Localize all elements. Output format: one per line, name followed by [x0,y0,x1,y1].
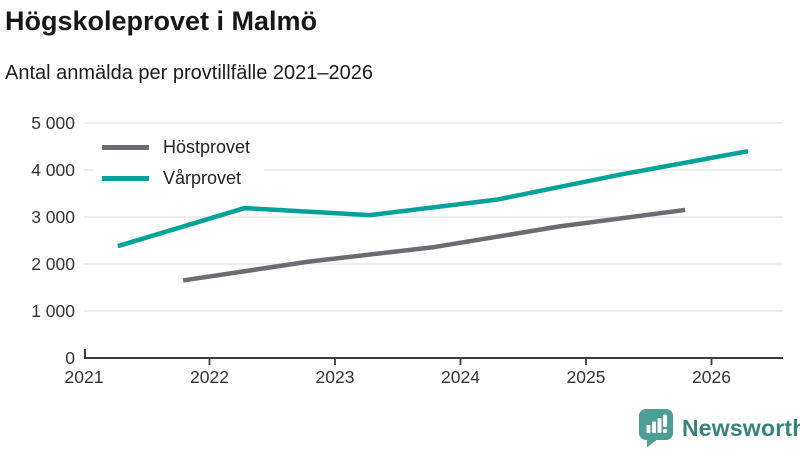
legend-item-varprovet: Vårprovet [102,166,250,190]
legend-label: Höstprovet [163,136,251,157]
newsworthy-logo-icon [639,409,673,448]
svg-text:2025: 2025 [567,367,606,387]
svg-text:3 000: 3 000 [31,207,75,227]
svg-text:5 000: 5 000 [31,113,75,133]
svg-text:2 000: 2 000 [31,254,75,274]
svg-text:2026: 2026 [692,367,731,387]
brand-name: Newsworthy [682,415,800,441]
svg-text:4 000: 4 000 [31,160,75,180]
svg-text:0: 0 [65,348,75,368]
legend-label: Vårprovet [163,167,242,188]
svg-text:2022: 2022 [190,367,229,387]
page-title: Högskoleprovet i Malmö [5,6,318,36]
chart-legend: Höstprovet Vårprovet [94,130,265,196]
svg-text:2021: 2021 [65,367,104,387]
legend-item-hostprovet: Höstprovet [102,135,250,159]
svg-text:2023: 2023 [316,367,355,387]
page-subtitle: Antal anmälda per provtillfälle 2021–202… [5,62,374,84]
svg-text:1 000: 1 000 [31,301,75,321]
hostprovet-line-swatch [102,144,149,150]
newsworthy-branding: Newsworthy [638,409,800,448]
svg-text:2024: 2024 [441,367,480,387]
varprovet-line-swatch [102,175,149,181]
